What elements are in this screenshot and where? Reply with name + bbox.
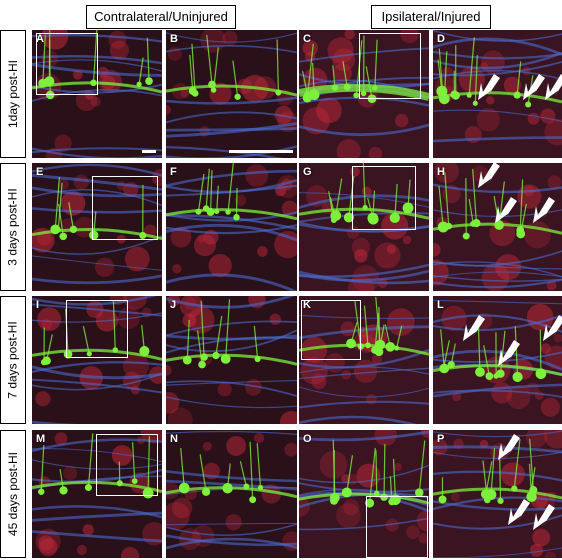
micrograph-K bbox=[299, 296, 429, 424]
arrowhead-H-1 bbox=[478, 163, 500, 188]
arrowhead-D-2 bbox=[523, 74, 545, 100]
panel-I: I bbox=[32, 296, 162, 424]
panel-G: G bbox=[299, 163, 429, 291]
panel-label-A: A bbox=[36, 33, 44, 45]
panel-label-P: P bbox=[437, 433, 445, 445]
inset-box-E bbox=[92, 176, 158, 240]
row-label-45days: 45 days post-HI bbox=[0, 430, 26, 558]
panel-label-M: M bbox=[36, 433, 46, 445]
inset-box-M bbox=[96, 434, 158, 496]
panel-label-F: F bbox=[170, 166, 177, 178]
panel-H: H bbox=[433, 163, 562, 291]
micrograph-N bbox=[166, 430, 297, 558]
panel-label-K: K bbox=[303, 299, 311, 311]
row-label-1day: 1day post-HI bbox=[0, 30, 26, 158]
arrowhead-P-3 bbox=[533, 504, 555, 530]
micrograph-O bbox=[299, 430, 429, 558]
inset-box-K bbox=[301, 300, 361, 360]
scale-bar-A bbox=[142, 150, 156, 153]
header-ipsilateral: Ipsilateral/Injured bbox=[371, 5, 491, 29]
arrowhead-L-1 bbox=[463, 315, 485, 341]
panel-label-E: E bbox=[36, 166, 44, 178]
panel-label-H: H bbox=[437, 166, 445, 178]
panel-label-G: G bbox=[303, 166, 312, 178]
panel-label-N: N bbox=[170, 433, 178, 445]
arrowhead-L-2 bbox=[498, 340, 520, 366]
inset-box-A bbox=[36, 33, 98, 95]
panel-L: L bbox=[433, 296, 562, 424]
arrowhead-P-2 bbox=[508, 499, 530, 525]
arrowhead-P-1 bbox=[498, 434, 520, 460]
panel-F: F bbox=[166, 163, 297, 291]
panel-B: B bbox=[166, 30, 297, 158]
micrograph-G bbox=[299, 163, 429, 291]
panel-label-J: J bbox=[170, 299, 177, 311]
panel-N: N bbox=[166, 430, 297, 558]
arrowhead-L-3 bbox=[543, 315, 562, 341]
row-label-7days: 7 days post-HI bbox=[0, 296, 26, 424]
micrograph-F bbox=[166, 163, 297, 291]
micrograph-M bbox=[32, 430, 162, 558]
scale-bar-B bbox=[229, 150, 293, 153]
inset-box-O bbox=[366, 496, 428, 558]
panel-label-I: I bbox=[36, 299, 40, 311]
micrograph-E bbox=[32, 163, 162, 291]
inset-box-G bbox=[352, 166, 416, 230]
arrowhead-H-3 bbox=[533, 197, 555, 223]
header-contralateral: Contralateral/Uninjured bbox=[86, 5, 236, 29]
panel-label-B: B bbox=[170, 33, 178, 45]
panel-M: M bbox=[32, 430, 162, 558]
panel-D: D bbox=[433, 30, 562, 158]
panel-P: P bbox=[433, 430, 562, 558]
arrowhead-H-2 bbox=[495, 197, 517, 223]
panel-J: J bbox=[166, 296, 297, 424]
micrograph-L bbox=[433, 296, 562, 424]
arrowhead-D-1 bbox=[478, 74, 500, 100]
panel-label-L: L bbox=[437, 299, 444, 311]
micrograph-B bbox=[166, 30, 297, 158]
panel-K: K bbox=[299, 296, 429, 424]
panel-label-C: C bbox=[303, 33, 311, 45]
micrograph-P bbox=[433, 430, 562, 558]
panel-label-D: D bbox=[437, 33, 445, 45]
micrograph-I bbox=[32, 296, 162, 424]
panel-O: O bbox=[299, 430, 429, 558]
inset-box-I bbox=[66, 300, 128, 358]
row-label-3days: 3 days post-HI bbox=[0, 163, 26, 291]
inset-box-C bbox=[359, 33, 421, 99]
panel-label-O: O bbox=[303, 433, 312, 445]
micrograph-D bbox=[433, 30, 562, 158]
micrograph-H bbox=[433, 163, 562, 291]
arrowhead-D-3 bbox=[545, 74, 562, 100]
micrograph-J bbox=[166, 296, 297, 424]
panel-E: E bbox=[32, 163, 162, 291]
